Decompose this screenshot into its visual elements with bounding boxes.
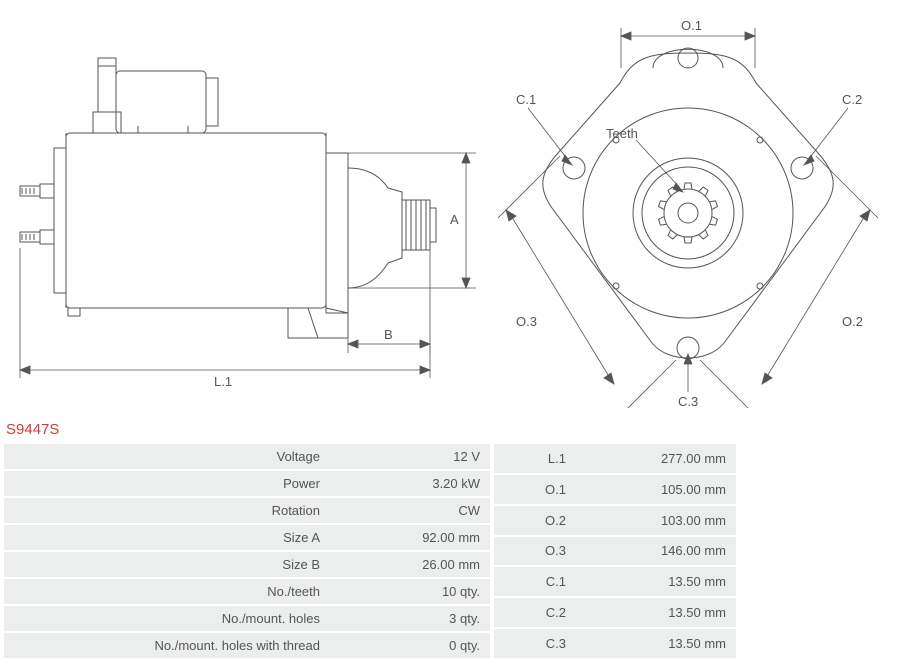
table-row: O.1105.00 mm [494, 475, 736, 504]
dim-label-C1: C.1 [516, 92, 536, 107]
dim-label-C3: C.3 [678, 394, 698, 408]
table-row: RotationCW [4, 498, 490, 523]
table-row: No./mount. holes with thread0 qty. [4, 633, 490, 658]
spec-value: 13.50 mm [576, 567, 736, 596]
spec-label: C.1 [494, 567, 576, 596]
spec-value: 92.00 mm [330, 525, 490, 550]
dim-label-L1: L.1 [214, 374, 232, 389]
spec-label: O.1 [494, 475, 576, 504]
spec-table-right: L.1277.00 mmO.1105.00 mmO.2103.00 mmO.31… [494, 442, 736, 660]
table-row: No./mount. holes3 qty. [4, 606, 490, 631]
table-row: L.1277.00 mm [494, 444, 736, 473]
spec-label: No./mount. holes [4, 606, 330, 631]
table-row: O.3146.00 mm [494, 537, 736, 566]
spec-label: C.3 [494, 629, 576, 658]
spec-label: Power [4, 471, 330, 496]
spec-label: O.3 [494, 537, 576, 566]
spec-value: 3 qty. [330, 606, 490, 631]
table-row: No./teeth10 qty. [4, 579, 490, 604]
part-number: S9447S [0, 415, 900, 442]
table-row: C.113.50 mm [494, 567, 736, 596]
side-view-diagram: A B L.1 [8, 8, 488, 408]
table-row: Size A92.00 mm [4, 525, 490, 550]
table-row: O.2103.00 mm [494, 506, 736, 535]
table-row: C.213.50 mm [494, 598, 736, 627]
spec-value: 13.50 mm [576, 629, 736, 658]
spec-value: 12 V [330, 444, 490, 469]
spec-label: No./teeth [4, 579, 330, 604]
spec-value: 10 qty. [330, 579, 490, 604]
spec-value: 0 qty. [330, 633, 490, 658]
spec-label: O.2 [494, 506, 576, 535]
table-row: C.313.50 mm [494, 629, 736, 658]
spec-label: Size A [4, 525, 330, 550]
spec-value: 3.20 kW [330, 471, 490, 496]
spec-value: CW [330, 498, 490, 523]
dim-label-teeth: Teeth [606, 126, 638, 141]
dim-label-B: B [384, 327, 393, 342]
table-row: Size B26.00 mm [4, 552, 490, 577]
table-row: Voltage12 V [4, 444, 490, 469]
spec-label: No./mount. holes with thread [4, 633, 330, 658]
spec-tables: Voltage12 VPower3.20 kWRotationCWSize A9… [0, 442, 900, 660]
spec-value: 26.00 mm [330, 552, 490, 577]
spec-label: L.1 [494, 444, 576, 473]
spec-value: 277.00 mm [576, 444, 736, 473]
spec-label: C.2 [494, 598, 576, 627]
dim-label-C2: C.2 [842, 92, 862, 107]
table-row: Power3.20 kW [4, 471, 490, 496]
dim-label-O1: O.1 [681, 18, 702, 33]
spec-label: Voltage [4, 444, 330, 469]
spec-value: 13.50 mm [576, 598, 736, 627]
spec-value: 103.00 mm [576, 506, 736, 535]
front-view-diagram: O.1 O.2 O.3 [488, 8, 888, 408]
dim-label-A: A [450, 212, 459, 227]
spec-value: 146.00 mm [576, 537, 736, 566]
dim-label-O3: O.3 [516, 314, 537, 329]
dim-label-O2: O.2 [842, 314, 863, 329]
spec-label: Size B [4, 552, 330, 577]
spec-value: 105.00 mm [576, 475, 736, 504]
spec-table-left: Voltage12 VPower3.20 kWRotationCWSize A9… [4, 442, 490, 660]
spec-label: Rotation [4, 498, 330, 523]
diagram-area: A B L.1 [0, 0, 900, 415]
